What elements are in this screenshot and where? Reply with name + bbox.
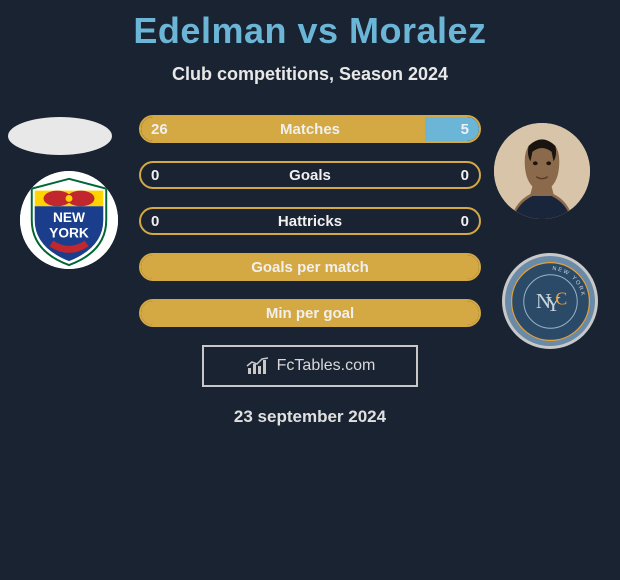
redbull-ny-icon: NEW YORK (20, 171, 118, 269)
stat-bar: 0 0 Goals (139, 161, 481, 189)
bar-label: Goals per match (251, 259, 369, 276)
stat-bar: 0 0 Hattricks (139, 207, 481, 235)
bar-label: Matches (280, 121, 340, 138)
stat-bars: 26 5 Matches 0 0 Goals 0 0 Hattricks Goals per ma… (139, 115, 481, 327)
date-text: 23 september 2024 (0, 407, 620, 427)
player-left-avatar (8, 117, 112, 155)
comparison-area: NEW YORK NEW YORK CITY N Y C (0, 115, 620, 327)
player-right-avatar (494, 123, 590, 219)
bar-value-left: 0 (151, 213, 159, 230)
stat-bar: 26 5 Matches (139, 115, 481, 143)
nycfc-icon: NEW YORK CITY N Y C (510, 261, 591, 342)
bar-fill-right (425, 117, 479, 141)
bar-value-right: 0 (461, 213, 469, 230)
bar-value-left: 26 (151, 121, 168, 138)
stat-bar: Goals per match (139, 253, 481, 281)
subtitle: Club competitions, Season 2024 (0, 64, 620, 85)
bar-value-right: 0 (461, 167, 469, 184)
svg-text:C: C (555, 288, 567, 308)
bar-label: Min per goal (266, 305, 354, 322)
player-silhouette-icon (494, 123, 590, 219)
attribution-text: FcTables.com (277, 357, 376, 375)
svg-text:YORK: YORK (49, 226, 89, 241)
chart-icon (245, 356, 273, 376)
stat-bar: Min per goal (139, 299, 481, 327)
page-title: Edelman vs Moralez (0, 0, 620, 52)
svg-text:NEW: NEW (53, 210, 85, 225)
bar-value-left: 0 (151, 167, 159, 184)
club-left-logo: NEW YORK (20, 171, 118, 269)
attribution-box: FcTables.com (202, 345, 418, 387)
club-right-logo: NEW YORK CITY N Y C (502, 253, 598, 349)
bar-label: Hattricks (278, 213, 342, 230)
bar-label: Goals (289, 167, 331, 184)
bar-value-right: 5 (461, 121, 469, 138)
